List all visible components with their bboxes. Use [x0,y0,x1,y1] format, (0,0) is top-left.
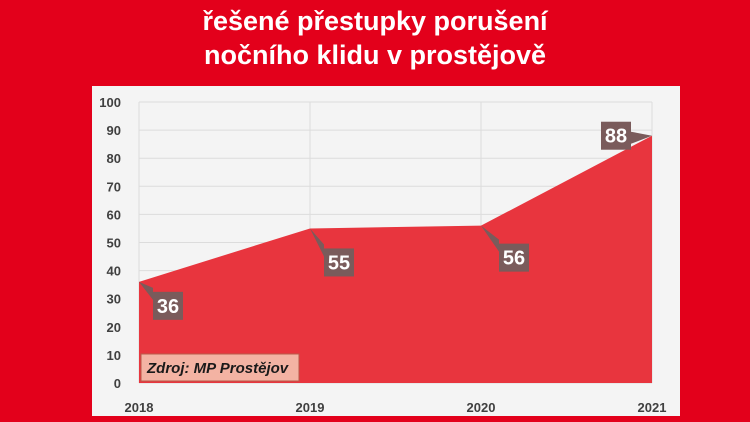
y-tick-label: 20 [107,320,121,335]
y-tick-label: 40 [107,264,121,279]
data-label-box [499,243,529,272]
source-text: Zdroj: MP Prostějov [146,360,290,377]
y-tick-label: 80 [107,151,121,166]
y-tick-label: 30 [107,292,121,307]
source-note: Zdroj: MP Prostějov [140,353,300,382]
data-label-box [601,121,631,150]
data-label-pointer [631,131,652,144]
x-tick-label: 2020 [467,400,496,415]
data-label-box [324,248,354,277]
title-line-1: řešené přestupky porušení [202,6,548,36]
data-label: 36 [139,281,183,320]
x-tick-label: 2021 [638,400,667,415]
data-label-pointer [139,281,153,300]
y-tick-label: 70 [107,179,121,194]
chart-title: řešené přestupky porušení nočního klidu … [0,4,750,72]
data-label: 55 [310,228,354,277]
data-label-text: 55 [328,252,350,274]
y-tick-label: 60 [107,207,121,222]
x-axis-ticks: 2018 2019 2020 2021 [125,400,667,415]
y-tick-label: 90 [107,123,121,138]
data-label-text: 56 [503,248,525,270]
area-layer [139,135,652,383]
y-tick-label: 10 [107,348,121,363]
source-box [140,353,300,382]
y-tick-label: 50 [107,236,121,251]
data-label-box [153,291,183,320]
data-label: 88 [601,121,652,150]
data-label-text: 36 [157,296,179,318]
data-label-pointer [481,225,499,252]
x-tick-label: 2018 [125,400,154,415]
data-label-pointer [310,228,324,257]
data-label: 56 [481,225,529,272]
x-tick-label: 2019 [296,400,325,415]
y-axis-ticks: 0 10 20 30 40 50 60 70 80 90 100 [99,95,121,391]
y-tick-label: 0 [114,376,121,391]
y-tick-label: 100 [99,95,121,110]
data-label-text: 88 [605,126,627,148]
data-labels: 36 55 56 88 [139,121,652,320]
title-line-2: nočního klidu v prostějově [203,40,547,70]
area-series [139,135,652,383]
